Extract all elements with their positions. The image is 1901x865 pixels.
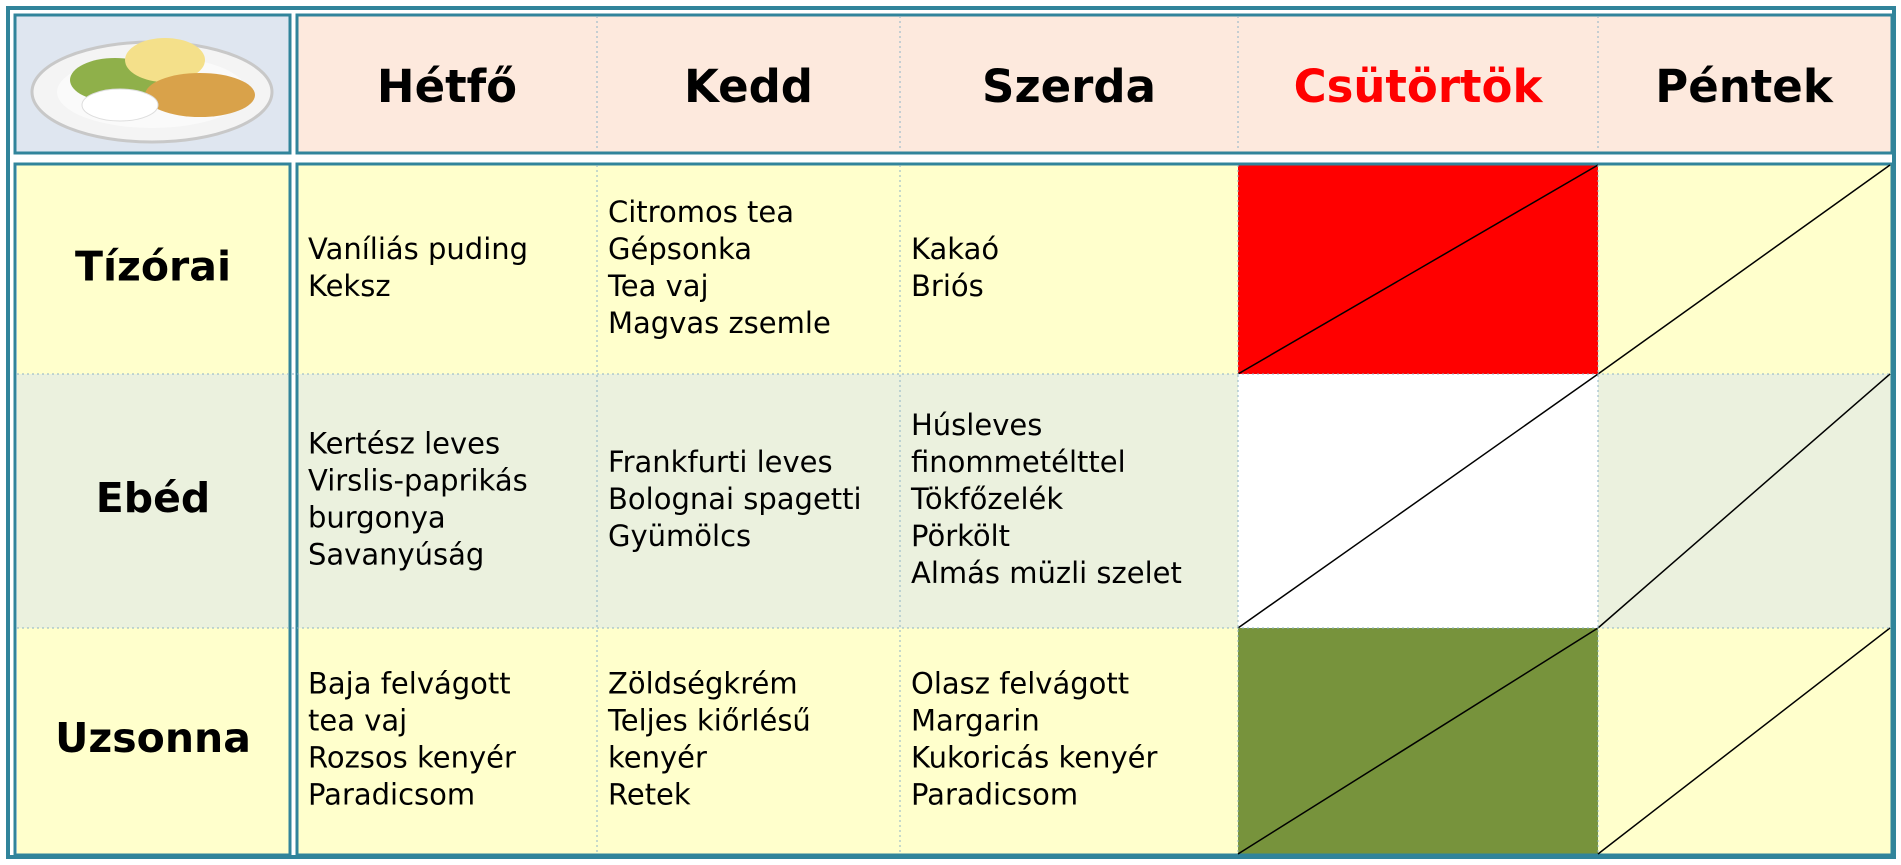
menu-item: Keksz: [308, 269, 391, 303]
menu-item: Tea vaj: [607, 269, 709, 303]
menu-item: Briós: [911, 269, 984, 303]
row-background: [298, 374, 1891, 628]
row-background: [17, 374, 289, 628]
menu-item: Teljes kiőrlésű: [607, 704, 811, 738]
menu-item: Citromos tea: [608, 195, 794, 229]
diagonal: [1237, 164, 1599, 375]
diagonal: [1597, 373, 1891, 629]
menu-item: Margarin: [911, 704, 1040, 738]
body-border: [295, 162, 1894, 857]
menu-item: burgonya: [308, 501, 446, 535]
row-background: [17, 165, 289, 374]
menu-item: Zöldségkrém: [608, 667, 798, 701]
plate-image: [30, 38, 274, 144]
menu-item: Retek: [608, 778, 691, 812]
day-header: Péntek: [1655, 60, 1834, 113]
menu-item: Savanyúság: [308, 538, 484, 572]
day-header: Kedd: [684, 60, 813, 113]
menu-item: Kertész leves: [308, 427, 500, 461]
menu-item: Paradicsom: [911, 778, 1078, 812]
menu-item: Virslis-paprikás: [308, 464, 528, 498]
menu-item: tea vaj: [308, 704, 407, 738]
row-label: Uzsonna: [55, 714, 251, 762]
menu-item: Gyümölcs: [608, 519, 751, 553]
row-background: [298, 165, 1891, 374]
diagonal: [1597, 164, 1891, 375]
row-background: [17, 628, 289, 854]
row-label: Ebéd: [96, 474, 211, 522]
menu-item: Magvas zsemle: [608, 306, 831, 340]
menu-item: kenyér: [608, 741, 707, 775]
header-row: [295, 13, 1894, 155]
menu-item: Kukoricás kenyér: [911, 741, 1157, 775]
menu-item: Frankfurti leves: [608, 445, 833, 479]
row-label: Tízórai: [75, 243, 231, 291]
menu-item: Húsleves: [911, 408, 1042, 442]
diagonal: [1237, 373, 1599, 629]
menu-item: Baja felvágott: [308, 667, 511, 701]
menu-item: Tökfőzelék: [910, 482, 1063, 516]
row-background: [298, 628, 1891, 854]
menu-item: Olasz felvágott: [911, 667, 1129, 701]
day-header: Csütörtök: [1294, 60, 1544, 113]
menu-item: Vaníliás puding: [308, 232, 528, 266]
menu-item: Bolognai spagetti: [608, 482, 862, 516]
menu-item: Gépsonka: [608, 232, 752, 266]
diagonal: [1237, 627, 1599, 855]
day-header: Szerda: [982, 60, 1156, 113]
label-column-border: [13, 162, 292, 857]
menu-item: Paradicsom: [308, 778, 475, 812]
menu-item: Rozsos kenyér: [308, 741, 516, 775]
menu-item: Almás müzli szelet: [911, 556, 1182, 590]
menu-item: finommetélttel: [911, 445, 1126, 479]
diagonal: [1597, 627, 1891, 855]
menu-item: Pörkölt: [911, 519, 1010, 553]
day-header: Hétfő: [377, 60, 517, 113]
menu-item: Kakaó: [911, 232, 999, 266]
